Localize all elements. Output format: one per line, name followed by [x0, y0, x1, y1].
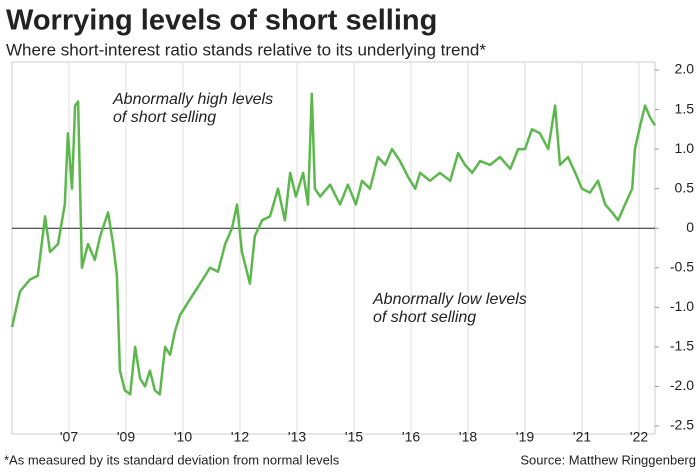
- annotation: Abnormally low levels: [372, 291, 527, 308]
- plot-area: [11, 61, 656, 435]
- x-tick-label: '12: [231, 429, 249, 445]
- y-tick-label: 0: [686, 219, 694, 235]
- y-tick-label: -0.5: [670, 258, 694, 274]
- x-tick-label: '09: [117, 429, 135, 445]
- x-tick-label: '10: [174, 429, 192, 445]
- y-tick-label: -1.5: [670, 338, 694, 354]
- y-tick-label: -2.0: [670, 377, 694, 393]
- x-tick-label: '19: [516, 429, 534, 445]
- y-tick-label: 1.0: [675, 140, 695, 156]
- y-tick-label: 0.5: [675, 179, 695, 195]
- y-tick-label: 2.0: [675, 61, 695, 77]
- data-line: [10, 92, 657, 396]
- annotation: of short selling: [113, 109, 216, 126]
- x-tick-label: '07: [60, 429, 78, 445]
- footnote: *As measured by its standard deviation f…: [4, 452, 340, 467]
- chart-subtitle: Where short-interest ratio stands relati…: [6, 40, 486, 59]
- annotation: Abnormally high levels: [112, 91, 273, 108]
- x-tick-label: '18: [459, 429, 477, 445]
- y-tick-label: 1.5: [675, 100, 695, 116]
- x-tick-label: '22: [630, 429, 648, 445]
- x-tick-label: '15: [345, 429, 363, 445]
- y-tick-label: -2.5: [670, 417, 694, 433]
- source: Source: Matthew Ringgenberg: [520, 452, 696, 467]
- y-tick-label: -1.0: [670, 298, 694, 314]
- x-tick-label: '13: [288, 429, 306, 445]
- chart-title: Worrying levels of short selling: [6, 5, 437, 37]
- x-tick-label: '16: [402, 429, 420, 445]
- x-tick-label: '21: [573, 429, 591, 445]
- annotation: of short selling: [373, 309, 476, 326]
